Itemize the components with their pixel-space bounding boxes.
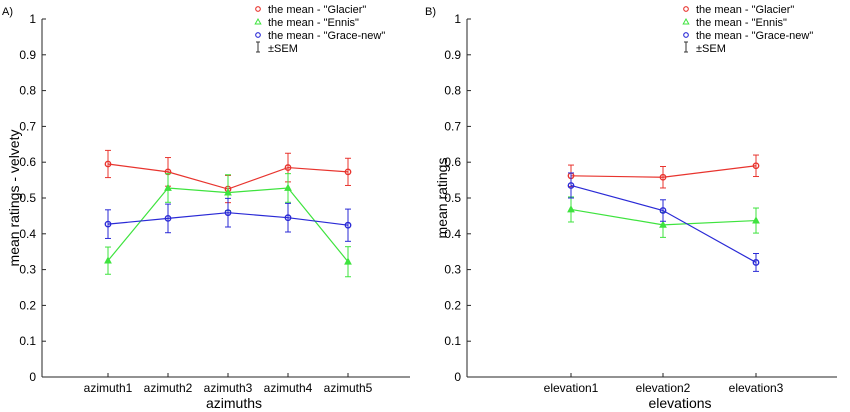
chart-panel-2: B) 0 0.1 0.2 0.3 0.4 0.5 0.6 0.7 0.8 0.9 1 elevation… <box>425 4 837 411</box>
data-point <box>344 257 352 265</box>
chart-panel-1: A) 0 0.1 0.2 0.3 0.4 0.5 0.6 0.7 0.8 0.9 1 azimuth1 a… <box>2 4 410 411</box>
legend-label-grace: the mean - "Grace-new" <box>696 30 813 42</box>
data-point <box>659 220 667 228</box>
legend: the mean - "Glacier"the mean - "Ennis"th… <box>254 4 385 55</box>
panel-label: A) <box>2 6 13 18</box>
legend-label-sem: ±SEM <box>696 43 726 55</box>
data-point <box>224 188 232 196</box>
legend-marker-grace <box>683 32 689 38</box>
y-tick-label: 0 <box>454 370 461 384</box>
data-point <box>284 214 292 222</box>
legend-marker-glacier <box>255 6 261 12</box>
y-tick-label: 0.5 <box>19 191 36 205</box>
data-point <box>752 216 760 224</box>
y-tick-label: 1 <box>454 12 461 26</box>
y-tick-label: 0.3 <box>19 263 36 277</box>
legend-label-glacier: the mean - "Glacier" <box>696 4 794 16</box>
legend-marker-glacier <box>683 6 689 12</box>
series-grace <box>567 172 760 272</box>
y-tick-label: 0.4 <box>444 227 461 241</box>
series-ennis <box>104 173 352 278</box>
y-tick-label: 0.6 <box>444 155 461 169</box>
x-axis-label: elevations <box>648 395 711 411</box>
y-tick-label: 0.8 <box>19 84 36 98</box>
panel-label: B) <box>425 6 436 18</box>
data-point <box>659 173 667 181</box>
y-tick-label: 1 <box>29 12 36 26</box>
legend-label-ennis: the mean - "Ennis" <box>268 17 359 29</box>
legend-marker-grace <box>255 32 261 38</box>
legend-marker-ennis <box>682 17 690 25</box>
x-tick-label-azimuth3: azimuth3 <box>204 381 253 395</box>
series-grace <box>104 197 352 242</box>
data-point <box>284 164 292 171</box>
y-tick-label: 0.8 <box>444 84 461 98</box>
x-tick-label-elevation2: elevation2 <box>636 381 691 395</box>
legend-label-grace: the mean - "Grace-new" <box>268 30 385 42</box>
legend-label-ennis: the mean - "Ennis" <box>696 17 787 29</box>
data-point <box>104 256 112 264</box>
y-tick-label: 0.1 <box>19 334 36 348</box>
y-tick-label: 0.7 <box>444 119 461 133</box>
data-point <box>284 183 292 191</box>
data-point <box>567 205 575 213</box>
data-point <box>224 209 232 217</box>
legend: the mean - "Glacier"the mean - "Ennis"th… <box>682 4 813 55</box>
x-tick-label-azimuth1: azimuth1 <box>84 381 133 395</box>
x-tick-label-azimuth2: azimuth2 <box>144 381 193 395</box>
data-point <box>659 207 667 214</box>
y-tick-label: 0.5 <box>444 191 461 205</box>
data-point <box>344 168 352 176</box>
x-tick-label-elevation1: elevation1 <box>544 381 599 395</box>
data-point <box>344 221 352 229</box>
y-tick-label: 0.2 <box>19 298 36 312</box>
y-tick-label: 0.2 <box>444 298 461 312</box>
y-tick-label: 0.1 <box>444 334 461 348</box>
data-point <box>104 220 112 228</box>
data-point <box>752 259 760 266</box>
y-tick-label: 0.6 <box>19 155 36 169</box>
y-tick-label: 0.3 <box>444 263 461 277</box>
y-axis-label: mean ratings - velvety <box>6 130 22 267</box>
x-tick-label-elevation3: elevation3 <box>729 381 784 395</box>
data-point <box>752 162 760 170</box>
y-tick-label: 0.9 <box>444 48 461 62</box>
y-tick-label: 0.4 <box>19 227 36 241</box>
legend-label-sem: ±SEM <box>268 43 298 55</box>
data-point <box>567 182 575 189</box>
data-point <box>164 183 172 191</box>
x-axis-label: azimuths <box>206 395 262 411</box>
data-point <box>164 215 172 222</box>
y-tick-label: 0.7 <box>19 119 36 133</box>
legend-label-glacier: the mean - "Glacier" <box>268 4 366 16</box>
x-tick-label-azimuth5: azimuth5 <box>324 381 373 395</box>
data-point <box>104 160 112 168</box>
y-axis-label: mean ratings <box>434 158 450 239</box>
x-tick-label-azimuth4: azimuth4 <box>264 381 313 395</box>
y-tick-label: 0.9 <box>19 48 36 62</box>
legend-marker-ennis <box>254 17 262 25</box>
y-tick-label: 0 <box>29 370 36 384</box>
series-glacier <box>567 154 760 189</box>
